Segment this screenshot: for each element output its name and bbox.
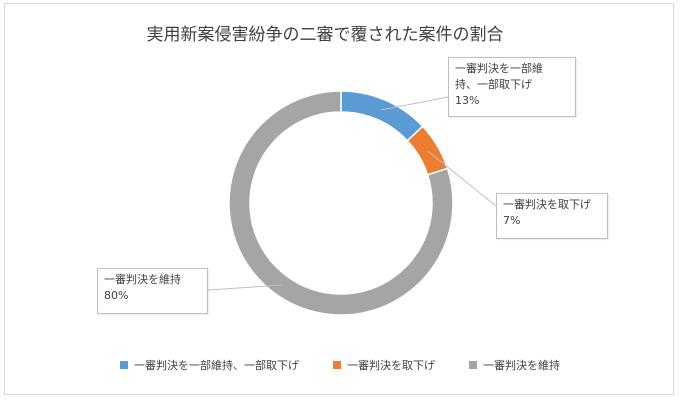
legend-label: 一審判決を維持 <box>483 359 560 372</box>
data-label-value: 7% <box>503 214 521 227</box>
legend-swatch <box>120 361 128 369</box>
data-label-name: 一審判決を維持 <box>104 273 181 286</box>
legend: 一審判決を一部維持、一部取下げ 一審判決を取下げ 一審判決を維持 <box>0 357 680 373</box>
data-label-value: 13% <box>455 94 480 107</box>
data-label-value: 80% <box>104 289 129 302</box>
doughnut-slice-partial <box>340 90 424 142</box>
data-label-partial: 一審判決を一部維 持、一部取下げ 13% <box>448 57 576 117</box>
leader-line-maintained <box>207 284 282 291</box>
legend-label: 一審判決を取下げ <box>347 359 435 372</box>
doughnut-slice-maintained <box>228 90 454 316</box>
legend-swatch <box>333 361 341 369</box>
legend-label: 一審判決を一部維持、一部取下げ <box>134 359 299 372</box>
leader-line-partial <box>381 96 449 111</box>
legend-item-partial: 一審判決を一部維持、一部取下げ <box>120 357 299 373</box>
data-label-withdrawn: 一審判決を取下げ 7% <box>496 193 608 239</box>
data-label-name: 一審判決を取下げ <box>503 198 591 211</box>
chart-title: 実用新案侵害紛争の二審で覆された案件の割合 <box>146 25 504 45</box>
legend-item-withdrawn: 一審判決を取下げ <box>333 357 435 373</box>
leader-line-withdrawn <box>428 150 497 207</box>
legend-item-maintained: 一審判決を維持 <box>469 357 560 373</box>
data-label-name: 一審判決を一部維 持、一部取下げ <box>455 62 543 91</box>
legend-swatch <box>469 361 477 369</box>
data-label-maintained: 一審判決を維持 80% <box>97 268 208 314</box>
